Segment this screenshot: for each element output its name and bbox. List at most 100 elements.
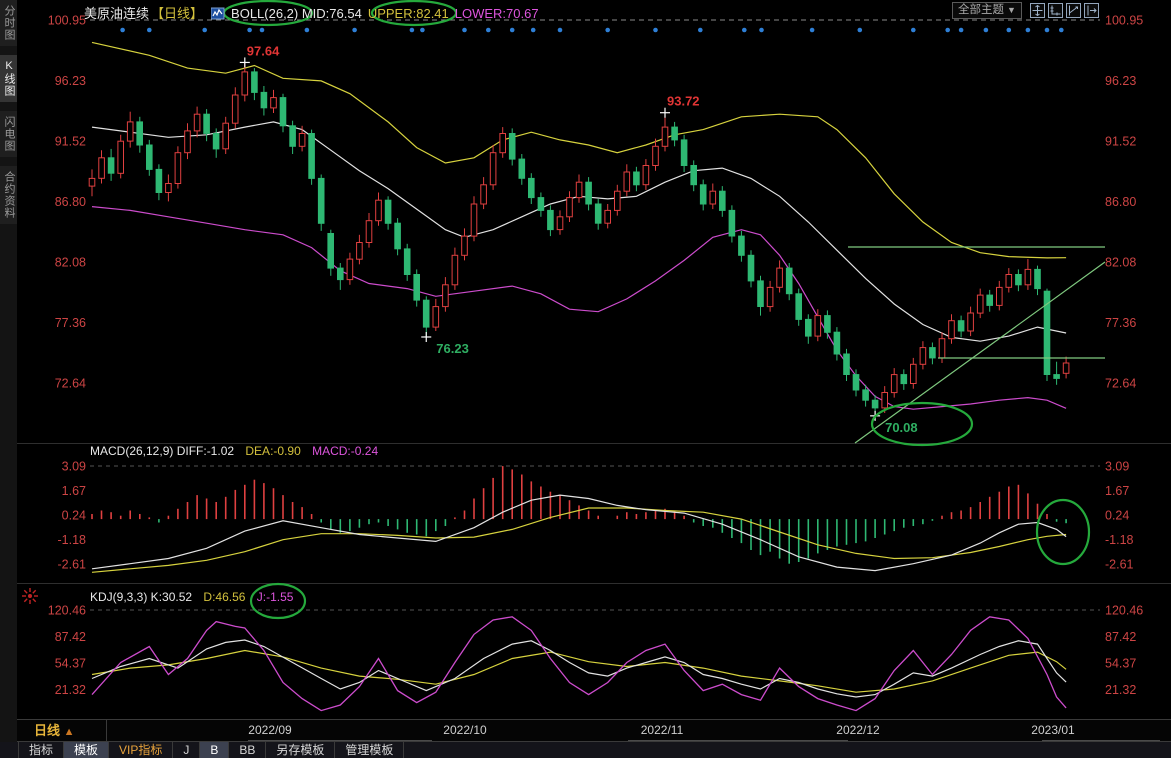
sidebar-tab-3[interactable]: 合约资料	[0, 166, 17, 224]
candle-body	[900, 374, 908, 385]
bottom-tab-6[interactable]: 另存模板	[266, 742, 336, 758]
signal-dot	[509, 27, 515, 33]
macd-dea-value: DEA:-0.90	[245, 444, 301, 458]
macd-title: MACD(26,12,9) DIFF:-1.02	[90, 444, 235, 458]
y-axis-tick-label: 87.42	[55, 630, 86, 644]
bottom-tab-0[interactable]: 指标	[18, 742, 65, 758]
signal-dot	[352, 27, 357, 33]
bottom-tab-5[interactable]: BB	[229, 742, 267, 758]
y-axis-tick-label: -2.61	[58, 557, 87, 571]
candle-body	[260, 91, 268, 109]
y-axis-tick-label: 86.80	[55, 195, 86, 209]
signal-dot	[983, 27, 989, 33]
candle-body	[384, 199, 392, 224]
candle-body	[1043, 290, 1051, 376]
sidebar: 分时图 K线图闪电图合约资料	[0, 0, 17, 758]
sidebar-tab-0[interactable]: 分时图	[0, 0, 17, 46]
candle-body	[556, 216, 564, 231]
signal-dot	[530, 27, 536, 33]
y-axis-tick-label: 100.95	[48, 14, 86, 28]
price-annotation: 93.72	[667, 94, 700, 109]
candle-body	[136, 121, 143, 146]
signal-dot	[945, 27, 950, 33]
candle-body	[719, 190, 726, 211]
scale-up-button[interactable]	[1065, 3, 1081, 18]
candle-body	[929, 347, 936, 359]
y-axis-tick-label: 0.24	[1105, 509, 1129, 523]
macd-legend: MACD(26,12,9) DIFF:-1.02 DEA:-0.90 MACD:…	[90, 444, 386, 458]
candle-body	[623, 171, 631, 192]
candle-body	[919, 347, 927, 365]
candle-body	[117, 140, 125, 174]
candle-body	[709, 190, 717, 205]
bottom-tab-1[interactable]: 模板	[64, 742, 110, 758]
y-axis-tick-label: -1.18	[58, 533, 87, 547]
signal-dot	[605, 27, 610, 33]
y-axis-tick-label: 72.64	[1105, 377, 1136, 391]
candle-body	[871, 399, 879, 409]
bottom-tab-4[interactable]: B	[200, 742, 230, 758]
theme-dropdown[interactable]: 全部主题 ▼	[952, 2, 1022, 19]
candle-body	[738, 235, 745, 256]
fit-axes-button[interactable]	[1047, 3, 1063, 18]
candle-body	[890, 374, 898, 394]
bottom-tab-2[interactable]: VIP指标	[109, 742, 174, 758]
candle-body	[489, 152, 497, 186]
kdj-d-line	[91, 649, 1067, 693]
candle-body	[298, 133, 306, 147]
kdj-title: KDJ(9,3,3) K:30.52	[90, 590, 193, 604]
signal-dot	[653, 27, 658, 33]
candle-body	[155, 168, 163, 193]
candle-body	[317, 177, 325, 224]
bottom-tab-3[interactable]: J	[173, 742, 201, 758]
candle-body	[270, 97, 277, 109]
candle-body	[852, 374, 860, 391]
candle-body	[375, 199, 382, 222]
candle-body	[862, 389, 869, 401]
candle-body	[203, 113, 210, 134]
sidebar-tab-2[interactable]: 闪电图	[0, 111, 17, 157]
signal-dot	[247, 27, 252, 33]
sidebar-tab-1[interactable]: K线图	[0, 55, 17, 102]
y-axis-tick-label: 86.80	[1105, 195, 1136, 209]
candle-body	[948, 320, 955, 340]
candle-body	[394, 222, 401, 250]
x-axis-label: 2023/01	[1031, 723, 1075, 737]
candle-body	[165, 183, 172, 193]
bottom-tab-7[interactable]: 管理模板	[335, 742, 405, 758]
candle-body	[422, 299, 430, 328]
y-axis-tick-label: 77.36	[55, 316, 86, 330]
y-axis-tick-label: 120.46	[48, 604, 86, 618]
signal-dot	[409, 27, 415, 33]
highlight-circle	[370, 0, 458, 27]
chart-legend-bar: 美原油连续 【日线】 BOLL(26,2) MID:76.54 UPPER:82.41…	[84, 3, 545, 23]
candle-body	[633, 171, 640, 186]
bottom-tab-bar: 指标 模板 VIP指标 J B BB 另存模板 管理模板	[0, 742, 1171, 758]
candle-body	[957, 320, 965, 332]
expand-right-button[interactable]	[1083, 3, 1099, 18]
candle-body	[126, 121, 134, 142]
candle-body	[413, 274, 420, 301]
y-axis-tick-label: -1.18	[1105, 533, 1134, 547]
signal-dot	[1059, 27, 1064, 33]
signal-dot	[958, 27, 964, 33]
kdj-j-line	[91, 616, 1067, 712]
kdj-legend: KDJ(9,3,3) K:30.52 D:46.56 J:-1.55	[90, 590, 301, 604]
candle-body	[403, 248, 411, 275]
boll-lower-legend: LOWER:70.67	[454, 6, 539, 21]
signal-dot	[202, 27, 207, 33]
candle-body	[451, 254, 459, 286]
candle-body	[642, 165, 650, 186]
candle-body	[442, 284, 449, 308]
pan-button[interactable]	[1029, 3, 1045, 18]
y-axis-tick-label: 96.23	[1105, 74, 1136, 88]
candle-body	[1034, 268, 1041, 290]
candle-body	[728, 209, 736, 237]
candle-body	[470, 203, 478, 237]
period-selector[interactable]: 日线 ▲	[17, 720, 107, 741]
candle-body	[757, 280, 764, 307]
candle-body	[1053, 374, 1060, 379]
expand-right-icon	[1087, 5, 1097, 16]
candle-body	[614, 190, 621, 211]
